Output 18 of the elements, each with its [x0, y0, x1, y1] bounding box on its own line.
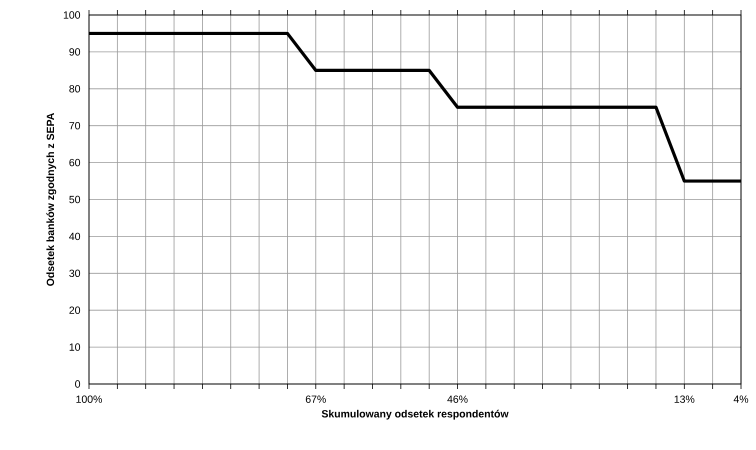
x-tick-label: 4% — [734, 395, 748, 403]
y-tick-label: 20 — [69, 306, 80, 314]
y-tick-label: 70 — [69, 122, 80, 130]
x-tick-label: 13% — [674, 395, 694, 403]
x-tick-label: 67% — [306, 395, 326, 403]
y-tick-label: 100 — [64, 11, 80, 19]
y-tick-label: 80 — [69, 85, 80, 93]
x-tick-label: 46% — [447, 395, 468, 403]
y-tick-label: 50 — [69, 196, 80, 204]
x-tick-label: 100% — [76, 395, 102, 403]
x-axis-title: Skumulowany odsetek respondentów — [322, 410, 509, 420]
y-tick-label: 40 — [69, 232, 80, 240]
y-tick-label: 90 — [69, 48, 80, 56]
y-tick-label: 30 — [69, 270, 80, 278]
y-tick-label: 10 — [70, 343, 80, 351]
y-tick-label: 0 — [75, 380, 80, 388]
y-axis-title: Odsetek banków zgodnych z SEPA — [46, 112, 56, 286]
y-tick-label: 60 — [69, 158, 80, 166]
